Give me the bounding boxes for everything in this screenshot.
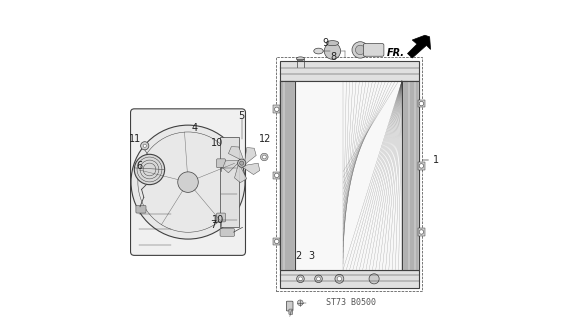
Circle shape [237,159,246,167]
Circle shape [317,277,320,281]
Bar [417,228,424,236]
Circle shape [274,173,279,178]
Circle shape [369,274,379,284]
Circle shape [131,125,245,239]
Circle shape [419,101,424,106]
Ellipse shape [326,41,339,46]
Text: 4: 4 [191,124,197,133]
Circle shape [274,239,279,244]
Polygon shape [408,35,431,58]
Bar [277,57,421,291]
Circle shape [298,277,302,281]
FancyBboxPatch shape [363,44,384,56]
Ellipse shape [314,48,323,54]
Polygon shape [245,148,256,164]
Circle shape [274,107,279,111]
Bar [279,60,419,81]
Bar [273,238,280,245]
Circle shape [335,274,344,283]
Bar [273,172,280,179]
Bar [279,270,419,288]
FancyBboxPatch shape [217,159,225,168]
Circle shape [262,155,266,159]
Polygon shape [223,160,239,173]
Text: 9: 9 [322,38,328,48]
Circle shape [355,45,365,55]
Bar [220,137,239,227]
Bar [279,81,295,270]
FancyBboxPatch shape [286,301,293,311]
Circle shape [297,275,304,283]
Text: 1: 1 [433,155,439,165]
FancyBboxPatch shape [289,309,293,315]
Circle shape [240,161,244,165]
Bar [402,81,419,270]
Circle shape [135,154,164,185]
Circle shape [260,153,268,161]
Text: 8: 8 [330,52,336,62]
Text: 12: 12 [259,134,271,144]
Circle shape [141,142,149,150]
Text: 2: 2 [296,251,302,261]
Bar [417,100,424,108]
Circle shape [352,42,369,58]
Circle shape [315,275,323,283]
Bar [295,81,402,270]
Text: 3: 3 [308,251,314,261]
Circle shape [419,230,424,234]
FancyBboxPatch shape [131,109,246,255]
Circle shape [337,276,342,281]
FancyBboxPatch shape [136,205,146,213]
Text: FR.: FR. [386,48,404,58]
Bar [273,106,280,113]
Circle shape [419,164,424,168]
Text: 10: 10 [211,138,223,148]
Bar [417,162,424,170]
Circle shape [324,43,340,59]
Circle shape [297,300,303,306]
Text: ST73 B0500: ST73 B0500 [325,298,375,307]
Circle shape [178,172,198,192]
Text: 11: 11 [129,134,141,144]
Text: 5: 5 [239,111,245,121]
FancyBboxPatch shape [217,213,225,222]
Text: 6: 6 [136,161,142,171]
Polygon shape [235,164,247,183]
FancyBboxPatch shape [220,229,235,236]
Polygon shape [228,147,244,160]
Text: 10: 10 [212,215,225,225]
Circle shape [143,144,146,148]
Polygon shape [242,163,260,175]
Text: 7: 7 [210,220,216,230]
Ellipse shape [297,57,304,61]
